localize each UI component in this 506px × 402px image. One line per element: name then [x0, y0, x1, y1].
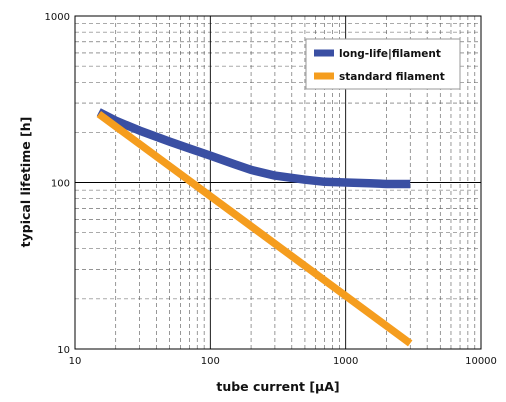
legend-label-long-life: long-life|filament — [339, 48, 441, 60]
plot-frame — [74, 15, 482, 350]
y-tick-label: 100 — [51, 179, 70, 190]
tick-labels: 10 100 1000 10000 10 100 1000 — [45, 12, 497, 367]
series-layer — [96, 108, 413, 347]
x-tick-label: 10 — [69, 356, 82, 367]
series-line-0 — [96, 108, 411, 189]
y-tick-label: 1000 — [45, 12, 70, 23]
legend-box — [305, 38, 461, 90]
legend: long-life|filament standard filament — [305, 38, 461, 90]
series-line-1 — [96, 110, 413, 347]
y-axis-label: typical lifetime [h] — [18, 117, 33, 248]
x-tick-label: 100 — [201, 356, 220, 367]
legend-label-standard: standard filament — [339, 71, 445, 83]
x-tick-label: 10000 — [465, 356, 497, 367]
x-axis-label: tube current [µA] — [216, 379, 339, 394]
y-tick-label: 10 — [57, 345, 70, 356]
x-tick-label: 1000 — [333, 356, 358, 367]
